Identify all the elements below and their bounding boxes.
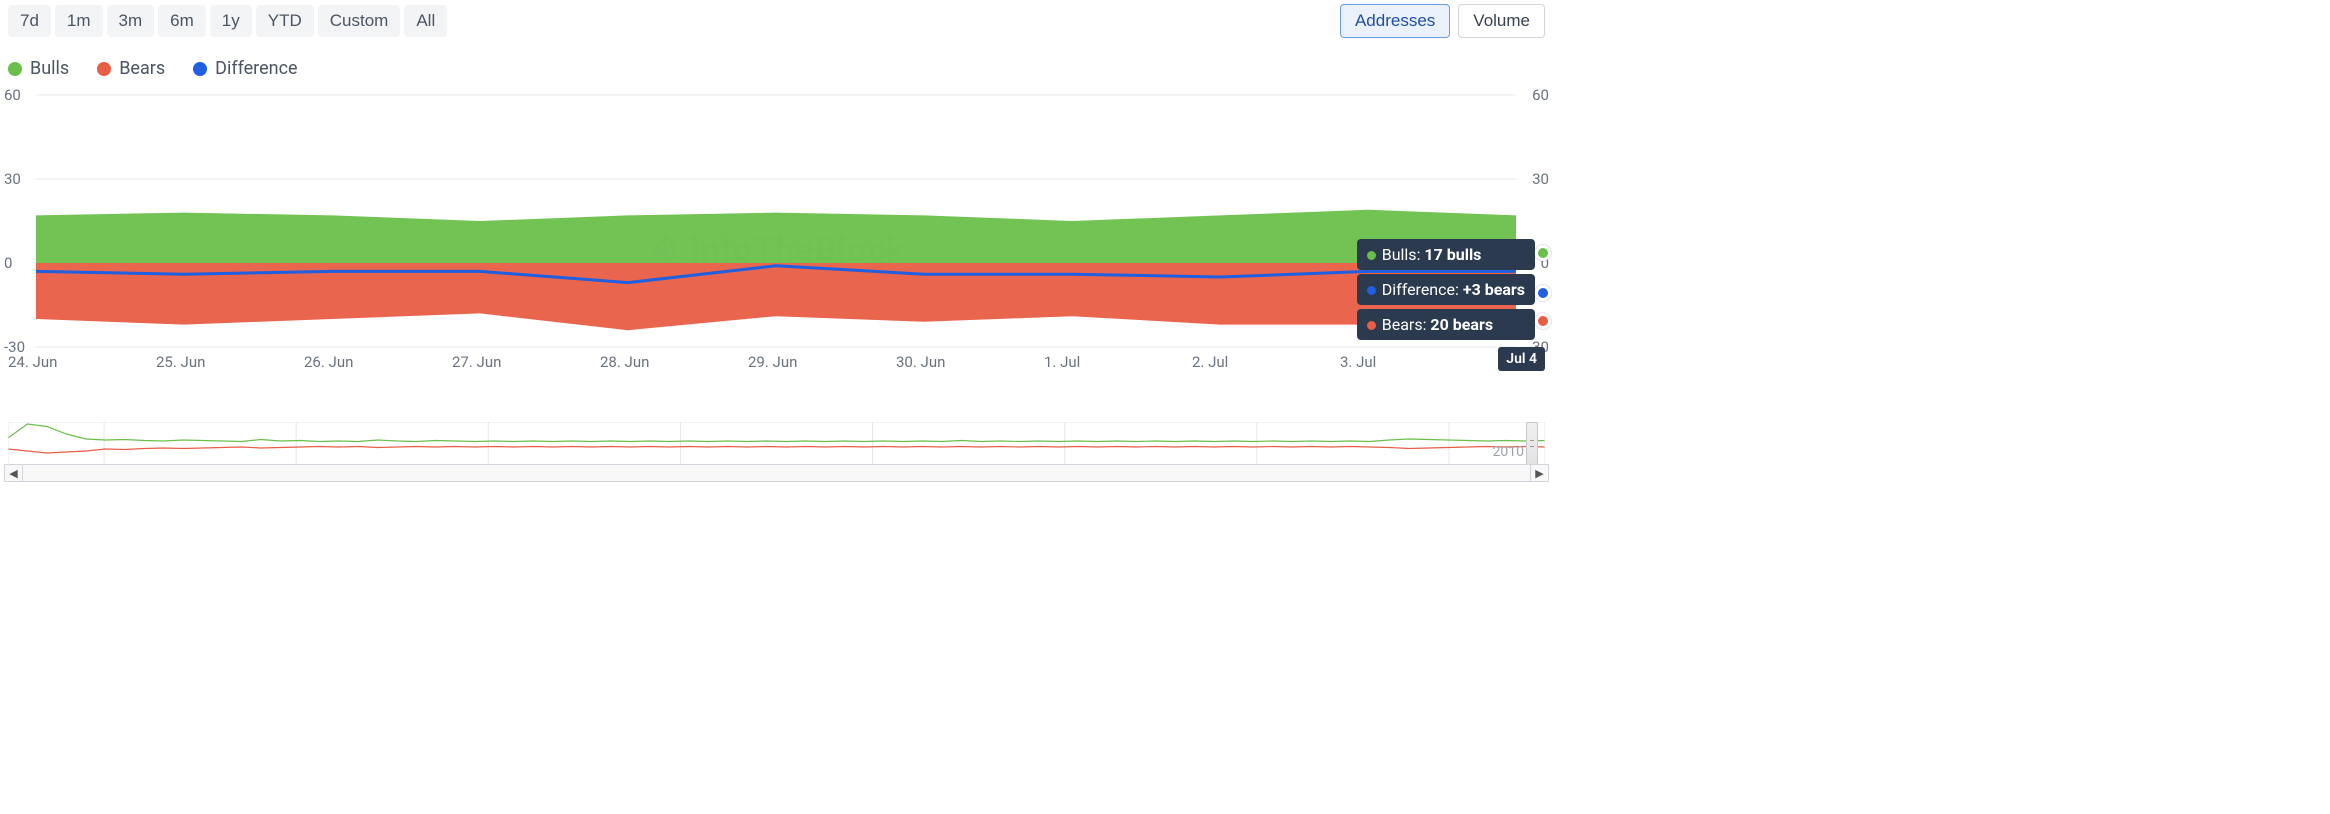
range-btn-custom[interactable]: Custom — [318, 5, 401, 37]
chart-legend: Bulls Bears Difference — [0, 38, 1553, 87]
diff-legend-dot — [193, 62, 207, 76]
navigator-year-labels: 20102012201420162018202020222024 — [8, 444, 1545, 464]
range-btn-all[interactable]: All — [404, 5, 447, 37]
range-btn-3m[interactable]: 3m — [107, 5, 155, 37]
tooltip-bulls: Bulls: 17 bulls — [1357, 239, 1535, 270]
scroll-left-arrow[interactable]: ◀ — [5, 465, 23, 481]
y-tick-label: 0 — [4, 254, 12, 272]
endpoint-diff — [1535, 285, 1551, 301]
x-tick-label: 29. Jun — [748, 353, 797, 371]
x-tick-label: 3. Jul — [1340, 353, 1376, 371]
range-btn-7d[interactable]: 7d — [8, 5, 51, 37]
tooltip-diff: Difference: +3 bears — [1357, 274, 1535, 305]
range-btn-1y[interactable]: 1y — [210, 5, 252, 37]
navigator-handle[interactable] — [1526, 422, 1538, 466]
x-tick-label: 2. Jul — [1192, 353, 1228, 371]
legend-item-diff[interactable]: Difference — [193, 58, 297, 79]
bulls-legend-label: Bulls — [30, 58, 69, 79]
y-tick-label: 60 — [4, 86, 21, 104]
mode-btn-volume[interactable]: Volume — [1458, 4, 1545, 38]
x-tick-label: 25. Jun — [156, 353, 205, 371]
tooltip-bears: Bears: 20 bears — [1357, 309, 1535, 340]
x-tick-label: 24. Jun — [8, 353, 57, 371]
x-tick-label: 27. Jun — [452, 353, 501, 371]
legend-item-bulls[interactable]: Bulls — [8, 58, 69, 79]
diff-legend-label: Difference — [215, 58, 297, 79]
scroll-right-arrow[interactable]: ▶ — [1530, 465, 1548, 481]
endpoint-bulls — [1535, 245, 1551, 261]
x-tick-label: 28. Jun — [600, 353, 649, 371]
bulls-legend-dot — [8, 62, 22, 76]
bears-legend-dot — [97, 62, 111, 76]
x-tick-label: 26. Jun — [304, 353, 353, 371]
range-btn-ytd[interactable]: YTD — [256, 5, 314, 37]
navigator[interactable]: 20102012201420162018202020222024 ◀ ▶ — [0, 422, 1553, 482]
range-btn-1m[interactable]: 1m — [55, 5, 103, 37]
main-chart-area[interactable]: IntoTheBlock -3003060 -3003060 24. Jun25… — [0, 87, 1553, 412]
main-chart-svg — [0, 87, 1553, 387]
x-tick-label: 30. Jun — [896, 353, 945, 371]
y-tick-label: 60 — [1532, 86, 1549, 104]
endpoint-bears — [1535, 313, 1551, 329]
x-tick-label: 1. Jul — [1044, 353, 1080, 371]
time-range-group: 7d1m3m6m1yYTDCustomAll — [8, 5, 451, 37]
mode-toggle-group: AddressesVolume — [1340, 4, 1545, 38]
navigator-scrollbar[interactable]: ◀ ▶ — [4, 464, 1549, 482]
mode-btn-addresses[interactable]: Addresses — [1340, 4, 1450, 38]
y-tick-label: 30 — [1532, 170, 1549, 188]
tooltip-stack: Bulls: 17 bulls Difference: +3 bears Bears… — [1357, 239, 1535, 340]
y-tick-label: 30 — [4, 170, 21, 188]
legend-item-bears[interactable]: Bears — [97, 58, 165, 79]
tooltip-date-tag: Jul 4 — [1498, 347, 1545, 371]
nav-year-label: 2010 — [1492, 444, 1523, 460]
bears-legend-label: Bears — [119, 58, 165, 79]
range-btn-6m[interactable]: 6m — [158, 5, 206, 37]
scroll-track[interactable] — [23, 465, 1530, 481]
